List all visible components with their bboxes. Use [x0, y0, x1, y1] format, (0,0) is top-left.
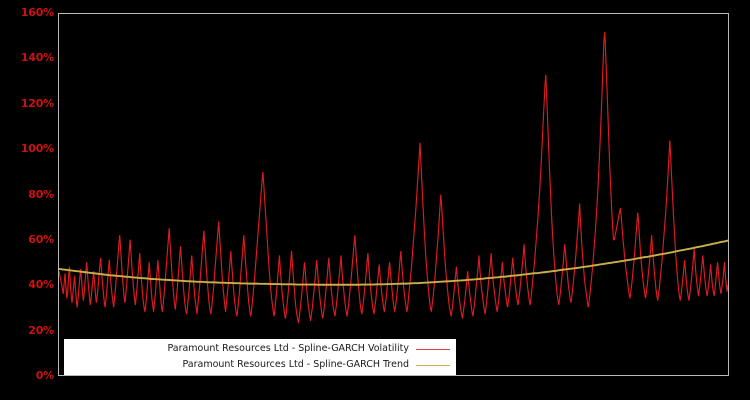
legend-swatch-trend [416, 364, 450, 366]
y-tick-label-60: 60% [28, 232, 54, 246]
legend-label-volatility: Paramount Resources Ltd - Spline-GARCH V… [167, 343, 409, 354]
plot-area [58, 13, 729, 376]
y-tick-label-100: 100% [20, 142, 54, 156]
plot-svg [59, 31, 728, 324]
y-tick-label-160: 160% [20, 6, 54, 19]
legend-entry-volatility: Paramount Resources Ltd - Spline-GARCH V… [64, 341, 456, 357]
legend-label-trend: Paramount Resources Ltd - Spline-GARCH T… [182, 359, 409, 370]
series-line-trend [59, 239, 728, 286]
legend-swatch-volatility [416, 348, 450, 350]
y-tick-label-140: 140% [20, 51, 54, 65]
y-tick-label-80: 80% [28, 187, 54, 201]
legend-entry-trend: Paramount Resources Ltd - Spline-GARCH T… [64, 357, 456, 373]
chart-legend: Paramount Resources Ltd - Spline-GARCH V… [64, 339, 456, 375]
y-axis-tick-labels: 0% 20% 40% 60% 80% 100% 120% 140% 160% [0, 0, 54, 400]
y-tick-label-120: 120% [20, 96, 54, 110]
y-tick-label-20: 20% [28, 323, 54, 337]
series-line-volatility [59, 31, 728, 324]
y-tick-label-40: 40% [28, 278, 54, 292]
y-tick-label-0: 0% [35, 369, 54, 382]
